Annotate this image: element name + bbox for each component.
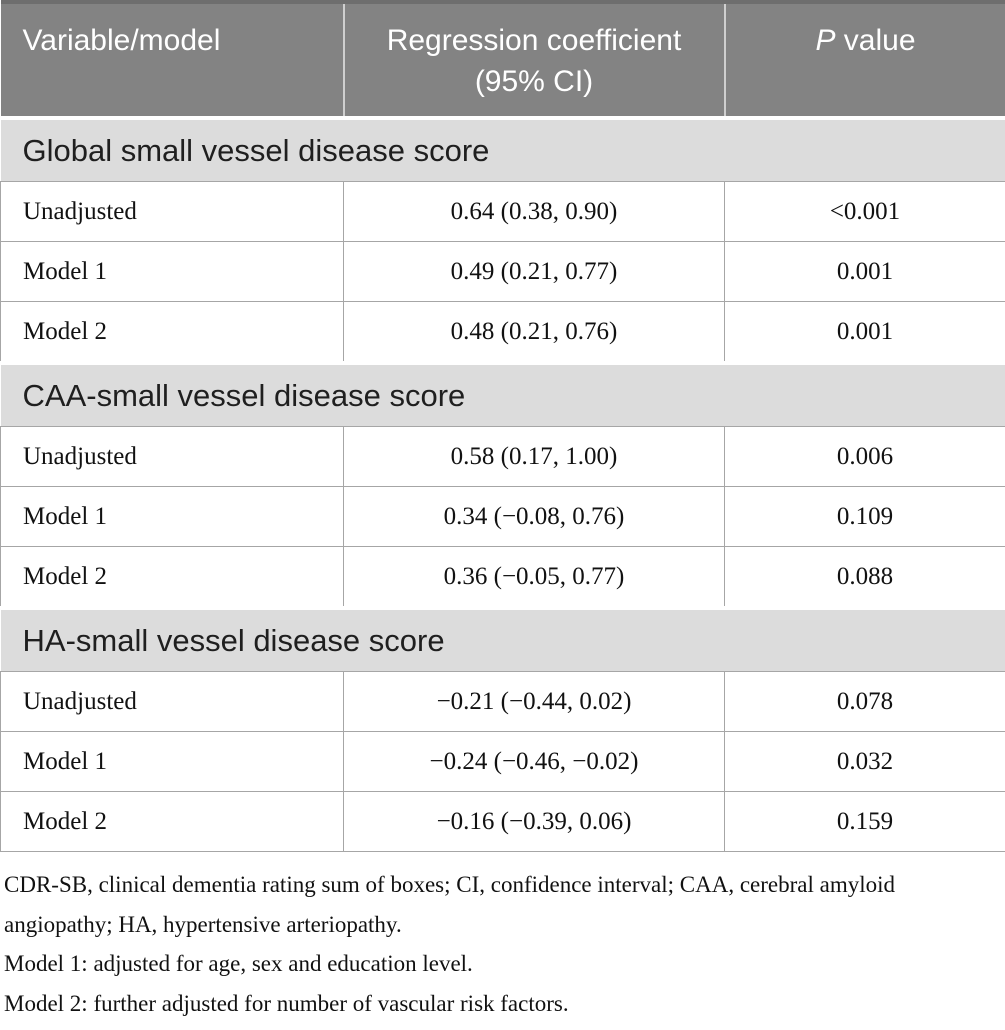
- column-header-p-value: P value: [723, 0, 1005, 118]
- p-value: 0.109: [724, 486, 1005, 547]
- column-header-variable-model: Variable/model: [0, 0, 344, 118]
- row-label: Model 2: [0, 546, 344, 609]
- p-value: 0.006: [724, 426, 1005, 487]
- row-label: Model 1: [0, 731, 344, 792]
- table-row: Model 1 −0.24 (−0.46, −0.02) 0.032: [0, 731, 1005, 792]
- p-value: 0.159: [724, 791, 1005, 852]
- table-row: Model 2 0.36 (−0.05, 0.77) 0.088: [0, 546, 1005, 609]
- p-value-word: value: [835, 24, 916, 57]
- coefficient-value: −0.21 (−0.44, 0.02): [343, 671, 725, 732]
- coefficient-value: 0.58 (0.17, 1.00): [343, 426, 725, 487]
- coefficient-value: 0.64 (0.38, 0.90): [343, 181, 725, 242]
- table-row: Unadjusted 0.64 (0.38, 0.90) <0.001: [0, 181, 1005, 242]
- table-row: Unadjusted 0.58 (0.17, 1.00) 0.006: [0, 426, 1005, 487]
- p-value: 0.001: [724, 301, 1005, 364]
- regression-table: Variable/model Regression coefficient (9…: [0, 0, 1005, 852]
- table-row: Model 1 0.49 (0.21, 0.77) 0.001: [0, 241, 1005, 302]
- footnote-abbreviations: CDR-SB, clinical dementia rating sum of …: [4, 872, 896, 937]
- row-label: Unadjusted: [0, 671, 344, 732]
- section-header-global-svd: Global small vessel disease score: [0, 116, 1005, 182]
- section-header-caa-svd: CAA-small vessel disease score: [0, 361, 1005, 427]
- row-label: Model 2: [0, 791, 344, 852]
- section-title: HA-small vessel disease score: [0, 606, 1005, 672]
- table-row: Model 2 −0.16 (−0.39, 0.06) 0.159: [0, 791, 1005, 852]
- table-row: Model 2 0.48 (0.21, 0.76) 0.001: [0, 301, 1005, 364]
- footnote-model-2: Model 2: further adjusted for number of …: [4, 990, 569, 1016]
- coefficient-value: −0.24 (−0.46, −0.02): [343, 731, 725, 792]
- p-value-symbol: P: [815, 24, 836, 57]
- table-row: Model 1 0.34 (−0.08, 0.76) 0.109: [0, 486, 1005, 547]
- row-label: Unadjusted: [0, 181, 344, 242]
- p-value: 0.032: [724, 731, 1005, 792]
- p-value: 0.088: [724, 546, 1005, 609]
- row-label: Model 2: [0, 301, 344, 364]
- coefficient-value: 0.34 (−0.08, 0.76): [343, 486, 725, 547]
- footnote-model-1: Model 1: adjusted for age, sex and educa…: [4, 951, 473, 977]
- row-label: Model 1: [0, 486, 344, 547]
- table-row: Unadjusted −0.21 (−0.44, 0.02) 0.078: [0, 671, 1005, 732]
- row-label: Unadjusted: [0, 426, 344, 487]
- coefficient-value: 0.49 (0.21, 0.77): [343, 241, 725, 302]
- p-value: <0.001: [724, 181, 1005, 242]
- p-value: 0.078: [724, 671, 1005, 732]
- section-title: CAA-small vessel disease score: [0, 361, 1005, 427]
- coefficient-value: 0.36 (−0.05, 0.77): [343, 546, 725, 609]
- table-footnotes: CDR-SB, clinical dementia rating sum of …: [0, 852, 1005, 1023]
- p-value: 0.001: [724, 241, 1005, 302]
- coefficient-value: 0.48 (0.21, 0.76): [343, 301, 725, 364]
- column-header-regression-coefficient: Regression coefficient (95% CI): [342, 0, 725, 118]
- section-title: Global small vessel disease score: [0, 116, 1005, 182]
- row-label: Model 1: [0, 241, 344, 302]
- section-header-ha-svd: HA-small vessel disease score: [0, 606, 1005, 672]
- coefficient-value: −0.16 (−0.39, 0.06): [343, 791, 725, 852]
- table-header-row: Variable/model Regression coefficient (9…: [0, 0, 1005, 118]
